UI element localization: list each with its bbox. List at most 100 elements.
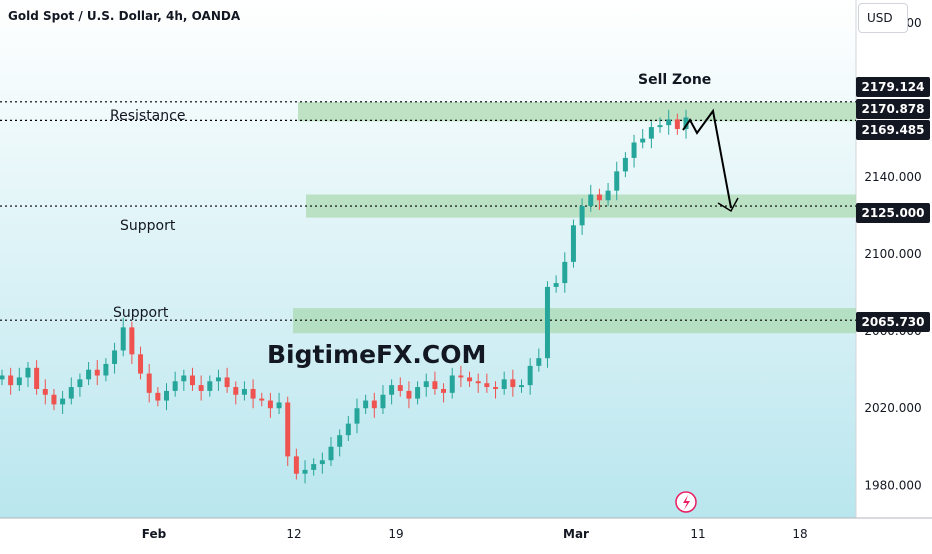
price-tag-label: 2125.000 bbox=[861, 206, 924, 220]
candle-body bbox=[285, 402, 291, 457]
price-tag bbox=[856, 77, 930, 97]
candle-body bbox=[259, 398, 265, 401]
candle-body bbox=[8, 375, 14, 386]
candle-body bbox=[77, 379, 83, 388]
candle-body bbox=[475, 381, 481, 384]
price-tag-label: 2179.124 bbox=[861, 80, 924, 94]
resistance-label: Resistance bbox=[110, 108, 186, 124]
candle-body bbox=[86, 369, 92, 380]
candle-body bbox=[544, 286, 550, 359]
candle-body bbox=[441, 388, 447, 393]
candle-body bbox=[354, 408, 360, 424]
candle-body bbox=[415, 387, 421, 399]
candle-body bbox=[423, 381, 429, 388]
projection-path bbox=[682, 108, 732, 209]
x-tick-label: 18 bbox=[792, 527, 807, 541]
price-tag bbox=[856, 120, 930, 140]
candle-body bbox=[640, 138, 646, 143]
x-tick-label: Mar bbox=[563, 527, 589, 541]
chart-title: Gold Spot / U.S. Dollar, 4h, OANDA bbox=[8, 9, 241, 23]
candle-body bbox=[241, 388, 247, 395]
candle-body bbox=[328, 446, 334, 461]
candle-body bbox=[233, 387, 239, 395]
candle-body bbox=[60, 398, 66, 405]
candle-body bbox=[458, 375, 464, 378]
x-tick-label: 19 bbox=[388, 527, 403, 541]
candle-body bbox=[527, 365, 533, 386]
candle-body bbox=[674, 119, 680, 130]
watermark-text: BigtimeFX.COM bbox=[267, 340, 487, 369]
candle-body bbox=[501, 379, 507, 389]
candle-body bbox=[129, 327, 135, 355]
y-tick-label: 1980.000 bbox=[864, 478, 921, 492]
candle-body bbox=[666, 119, 672, 126]
candle-body bbox=[553, 283, 559, 287]
candle-body bbox=[267, 400, 273, 409]
support-label-lower: Support bbox=[113, 305, 169, 321]
candle-body bbox=[68, 387, 74, 399]
candle-body bbox=[16, 377, 22, 386]
price-tag bbox=[856, 312, 930, 332]
candle-body bbox=[631, 142, 637, 158]
candle-body bbox=[138, 354, 144, 374]
candle-body bbox=[562, 261, 568, 284]
candle-body bbox=[484, 383, 490, 388]
candle-body bbox=[406, 390, 412, 399]
y-tick-label: 2020.000 bbox=[864, 401, 921, 415]
candle-body bbox=[276, 402, 282, 409]
candle-body bbox=[449, 375, 455, 393]
candle-body bbox=[579, 206, 585, 226]
candle-body bbox=[164, 390, 170, 401]
candle-body bbox=[120, 327, 126, 351]
candle-body bbox=[536, 358, 542, 366]
x-tick-label: 11 bbox=[690, 527, 705, 541]
candle-body bbox=[371, 400, 377, 409]
candle-body bbox=[605, 190, 611, 201]
candle-body bbox=[293, 456, 299, 474]
candle-body bbox=[215, 377, 221, 382]
candle-body bbox=[207, 381, 213, 391]
x-tick-label: Feb bbox=[142, 527, 167, 541]
candle-body bbox=[224, 377, 230, 388]
candle-body bbox=[42, 388, 48, 395]
candle-body bbox=[493, 387, 499, 389]
candle-body bbox=[467, 377, 473, 382]
candle-body bbox=[397, 385, 403, 391]
candle-body bbox=[657, 125, 663, 128]
candle-body bbox=[588, 194, 594, 207]
candle-body bbox=[198, 385, 204, 391]
y-tick-label: 2140.000 bbox=[864, 170, 921, 184]
candle-body bbox=[614, 171, 620, 191]
candle-body bbox=[510, 379, 516, 388]
candle-body bbox=[432, 381, 438, 389]
price-tag bbox=[856, 99, 930, 119]
candle-body bbox=[189, 375, 195, 386]
candle-body bbox=[103, 363, 109, 376]
candle-body bbox=[155, 392, 161, 401]
lightning-bolt-icon bbox=[683, 495, 690, 510]
candle-body bbox=[518, 385, 524, 388]
candle-body bbox=[112, 350, 118, 364]
zone-rect bbox=[298, 102, 856, 122]
candle-body bbox=[94, 369, 100, 376]
candle-body bbox=[311, 464, 317, 470]
candle-body bbox=[51, 394, 57, 405]
support-label-upper: Support bbox=[120, 218, 176, 234]
candle-body bbox=[172, 381, 178, 391]
candle-body bbox=[683, 117, 689, 130]
price-tag-label: 2065.730 bbox=[861, 315, 924, 329]
price-tag-label: 2169.485 bbox=[861, 123, 924, 137]
currency-button[interactable]: USD bbox=[858, 3, 908, 33]
candle-body bbox=[345, 423, 351, 436]
plot-background bbox=[0, 0, 856, 518]
candle-body bbox=[34, 367, 40, 389]
candle-body bbox=[302, 469, 308, 474]
candle-body bbox=[380, 394, 386, 409]
projection-arrowhead bbox=[717, 197, 739, 213]
candle-body bbox=[570, 225, 576, 262]
y-tick-label: 2100.000 bbox=[864, 247, 921, 261]
candle-body bbox=[319, 460, 325, 465]
candle-body bbox=[337, 435, 343, 447]
